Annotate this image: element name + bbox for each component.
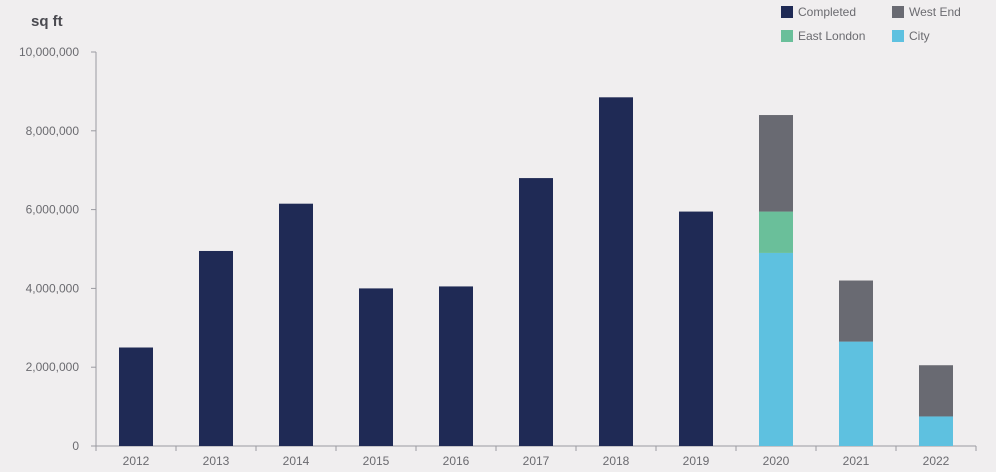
legend-label: East London <box>798 29 865 43</box>
x-tick-label: 2017 <box>523 454 550 468</box>
legend-item-east-london: East London <box>781 29 865 43</box>
x-tick-label: 2019 <box>683 454 710 468</box>
x-tick-label: 2022 <box>923 454 950 468</box>
bar-completed-2013 <box>199 250 233 446</box>
legend-item-city: City <box>892 29 930 43</box>
legend-label: City <box>909 29 930 43</box>
legend-swatch <box>892 6 904 18</box>
y-tick-label: 2,000,000 <box>26 360 80 374</box>
x-tick-label: 2020 <box>763 454 790 468</box>
bar-completed-2015 <box>359 288 393 446</box>
legend-swatch <box>892 30 904 42</box>
x-tick-label: 2015 <box>363 454 390 468</box>
bar-completed-2012 <box>119 347 153 446</box>
legend-label: West End <box>909 5 961 19</box>
bar-completed-2018 <box>599 97 633 446</box>
x-tick-label: 2018 <box>603 454 630 468</box>
bar-city-2021 <box>839 341 873 446</box>
bars <box>119 97 953 446</box>
legend-label: Completed <box>798 5 856 19</box>
y-tick-label: 0 <box>72 439 79 453</box>
y-axis: 0 2,000,000 4,000,000 6,000,000 8,000,000 10,… <box>19 45 97 453</box>
y-tick-label: 8,000,000 <box>26 124 80 138</box>
legend-swatch <box>781 30 793 42</box>
bar-west-end-2022 <box>919 365 953 417</box>
legend: Completed West End East London City <box>781 5 961 43</box>
bar-completed-2019 <box>679 211 713 446</box>
legend-item-west-end: West End <box>892 5 961 19</box>
bar-city-2022 <box>919 416 953 446</box>
x-axis: 2012 2013 2014 2015 2016 2017 2018 2019 2020 2021… <box>91 445 977 468</box>
x-tick-label: 2013 <box>203 454 230 468</box>
bar-completed-2017 <box>519 178 553 446</box>
x-tick-label: 2014 <box>283 454 310 468</box>
bar-west-end-2021 <box>839 280 873 342</box>
bar-completed-2014 <box>279 203 313 446</box>
y-tick-label: 4,000,000 <box>26 281 80 295</box>
y-tick-label: 10,000,000 <box>19 45 79 59</box>
bar-west-end-2020 <box>759 115 793 212</box>
legend-swatch <box>781 6 793 18</box>
y-unit-label: sq ft <box>31 13 63 30</box>
bar-city-2020 <box>759 252 793 446</box>
x-tick-label: 2021 <box>843 454 870 468</box>
x-tick-label: 2016 <box>443 454 470 468</box>
y-tick-label: 6,000,000 <box>26 203 80 217</box>
bar-east-london-2020 <box>759 211 793 253</box>
x-tick-label: 2012 <box>123 454 150 468</box>
legend-item-completed: Completed <box>781 5 856 19</box>
bar-completed-2016 <box>439 286 473 446</box>
